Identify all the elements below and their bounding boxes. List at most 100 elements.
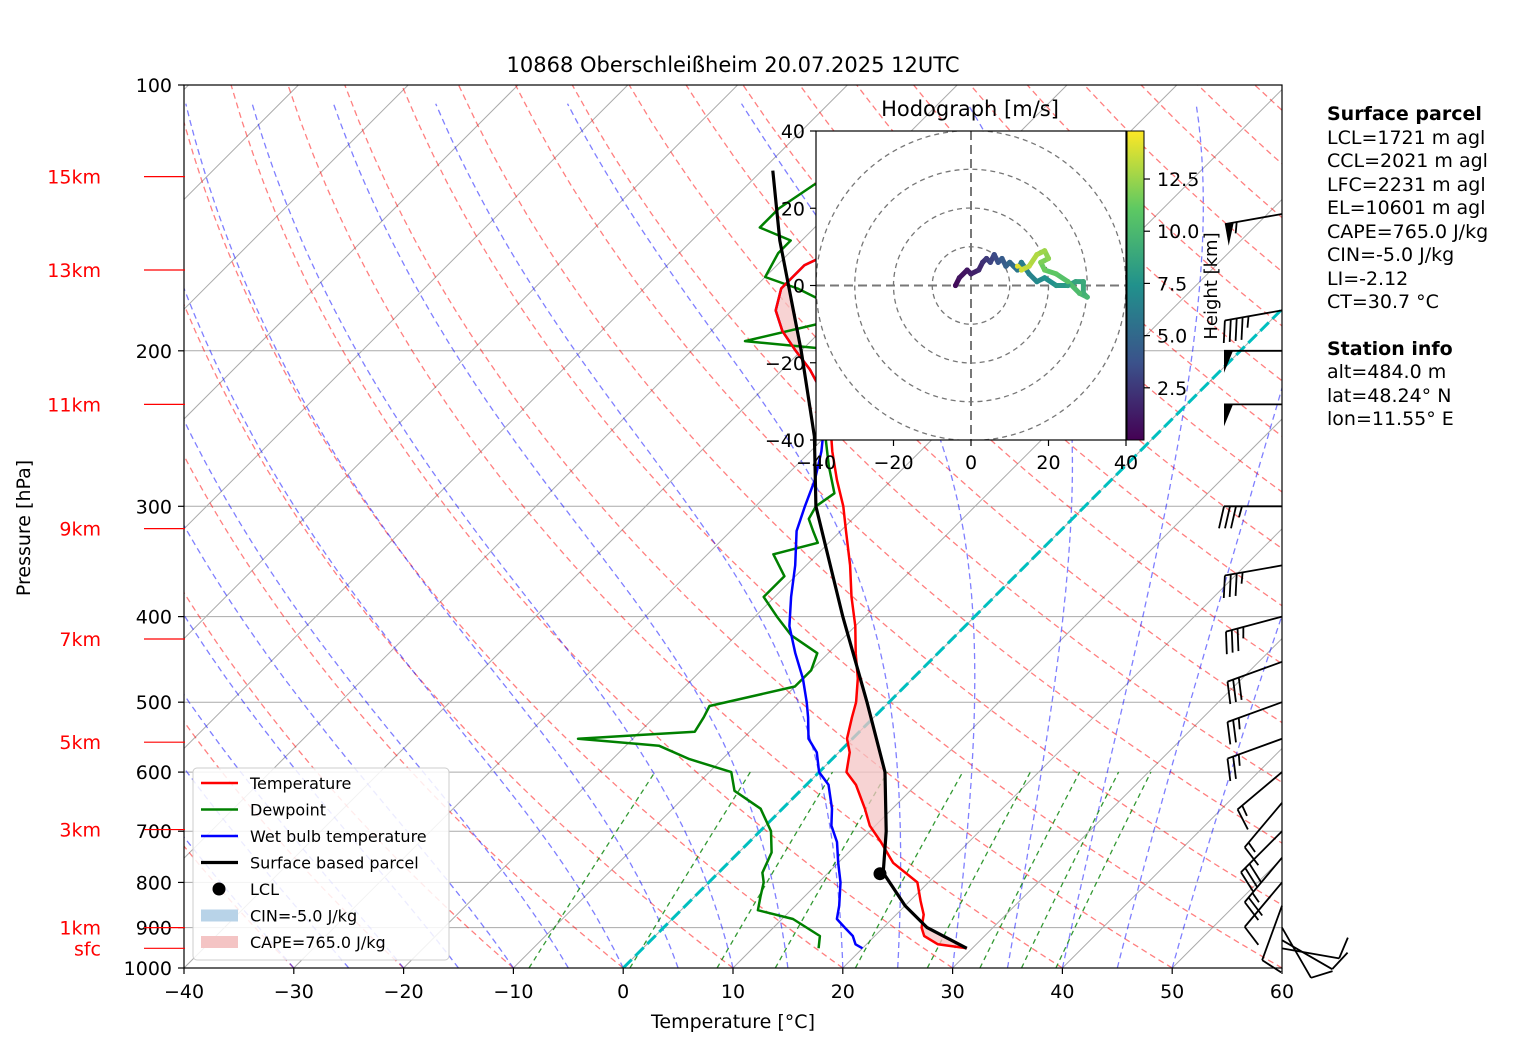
legend-swatch [201,936,238,948]
barb-staff [1224,213,1283,225]
moist-adiabat [1116,385,1282,968]
ccl-value: CCL=2021 m agl [1327,150,1488,172]
barb-full [1230,506,1237,529]
y-tick-label: 500 [136,692,172,714]
hodograph-point [991,252,997,258]
barb-staff [1281,939,1333,970]
hodograph-point [1007,259,1013,265]
barb-full [1236,808,1249,830]
hodograph-points [952,248,1090,300]
isotherm-line [952,637,1282,968]
barb-full [1232,719,1237,743]
moist-adiabat [435,103,844,968]
mixing-ratio-line [854,771,964,968]
y-tick-label: 900 [136,918,172,940]
barb-full [1234,318,1238,341]
height-label: sfc [74,938,101,960]
isotherm-line [513,198,1282,968]
hodograph-point [1038,259,1044,265]
lfc-value: LFC=2231 m agl [1327,173,1486,196]
x-tick-label: 0 [617,981,629,1003]
hodo-x-tick-label: 0 [965,452,977,474]
wind-barb [1218,505,1282,529]
barb-full [1234,573,1238,596]
colorbar-ticks: 2.5 5.0 7.5 10.0 12.5 [1144,169,1199,400]
hodograph-point [1011,263,1017,269]
hodo-x-tick-label: −40 [796,452,836,474]
info-panel: Surface parcel LCL=1721 m agl CCL=2021 m… [1327,103,1488,432]
legend-swatch [201,909,238,922]
hodograph-point [1076,290,1083,296]
x-tick-label: 50 [1160,981,1184,1003]
hodo-y-tick-label: 40 [781,121,805,143]
barb-full [1248,863,1263,884]
wind-barb [1244,857,1283,921]
barb-full [1226,681,1232,705]
hodograph-segment [1065,279,1082,296]
barb-staff [1244,802,1283,848]
barb-full [1331,952,1349,970]
legend-label: Dewpoint [250,801,326,820]
x-tick-label: −40 [164,981,204,1003]
x-axis-label: Temperature [°C] [650,1011,815,1033]
hodograph: −40 −20 0 20 40 −40 −20 0 20 40 Hodograph [m/s] 2… [765,97,1222,474]
barb-full [1226,721,1232,745]
el-value: EL=10601 m agl [1327,197,1486,219]
hodograph-point [952,282,959,289]
barb-full [1228,319,1232,343]
moist-adiabat [1171,613,1282,968]
legend-label: Temperature [249,774,351,793]
moist-adiabat [185,103,679,968]
hodograph-point [1034,252,1040,258]
barb-full [1240,871,1254,892]
x-tick-label: −20 [384,981,424,1003]
barb-full [1218,506,1225,529]
colorbar-tick-label: 7.5 [1157,273,1187,295]
colorbar-tick-label: 2.5 [1157,378,1187,400]
dry-adiabat [458,85,1282,906]
barb-full [1228,574,1232,598]
barb-full [1224,506,1231,529]
height-label: 15km [47,167,101,189]
isotherm-line [184,85,738,640]
hodograph-point [1026,271,1032,277]
barb-staff [1224,564,1283,577]
colorbar-tick-label: 10.0 [1157,221,1199,243]
isotherm-line [184,85,629,530]
main-axes: −40 −30 −20 −10 0 10 20 30 40 50 60100200300400500… [124,75,1294,1003]
hodograph-point [1053,282,1059,289]
barb-staff [1261,905,1283,961]
height-label: 1km [59,918,101,940]
dry-adiabat [514,85,1282,844]
x-tick-label: 60 [1270,981,1294,1003]
wind-barb [1281,937,1349,960]
barb-half [1238,506,1243,518]
y-tick-label: 800 [136,872,172,894]
hodo-x-tick-label: 40 [1114,452,1138,474]
wind-barb [1281,927,1333,979]
moist-adiabat [566,103,902,968]
hodograph-point [1014,267,1021,273]
dry-adiabat [344,85,1173,968]
hodograph-point [987,259,993,265]
hodograph-point [983,255,990,262]
colorbar-label: Height [km] [1201,232,1222,339]
hodograph-point [1042,267,1048,273]
colorbar-tick-label: 5.0 [1157,326,1187,348]
hodograph-point [1065,279,1071,285]
x-tick-label: 40 [1050,981,1074,1003]
colorbar [1126,130,1145,441]
height-label: 5km [59,732,101,754]
cin-value: CIN=-5.0 J/kg [1327,244,1455,266]
cape-value: CAPE=765.0 J/kg [1327,220,1489,243]
hodograph-point [1018,259,1024,265]
isotherm-line [184,85,848,750]
barb-staff [1227,660,1283,683]
hodograph-point [1045,255,1052,262]
height-label: 11km [47,394,101,416]
hodo-y-tick-label: −40 [765,430,805,452]
x-tick-label: 20 [831,981,855,1003]
wind-barb [1226,660,1283,705]
barb-staff [1227,701,1283,723]
